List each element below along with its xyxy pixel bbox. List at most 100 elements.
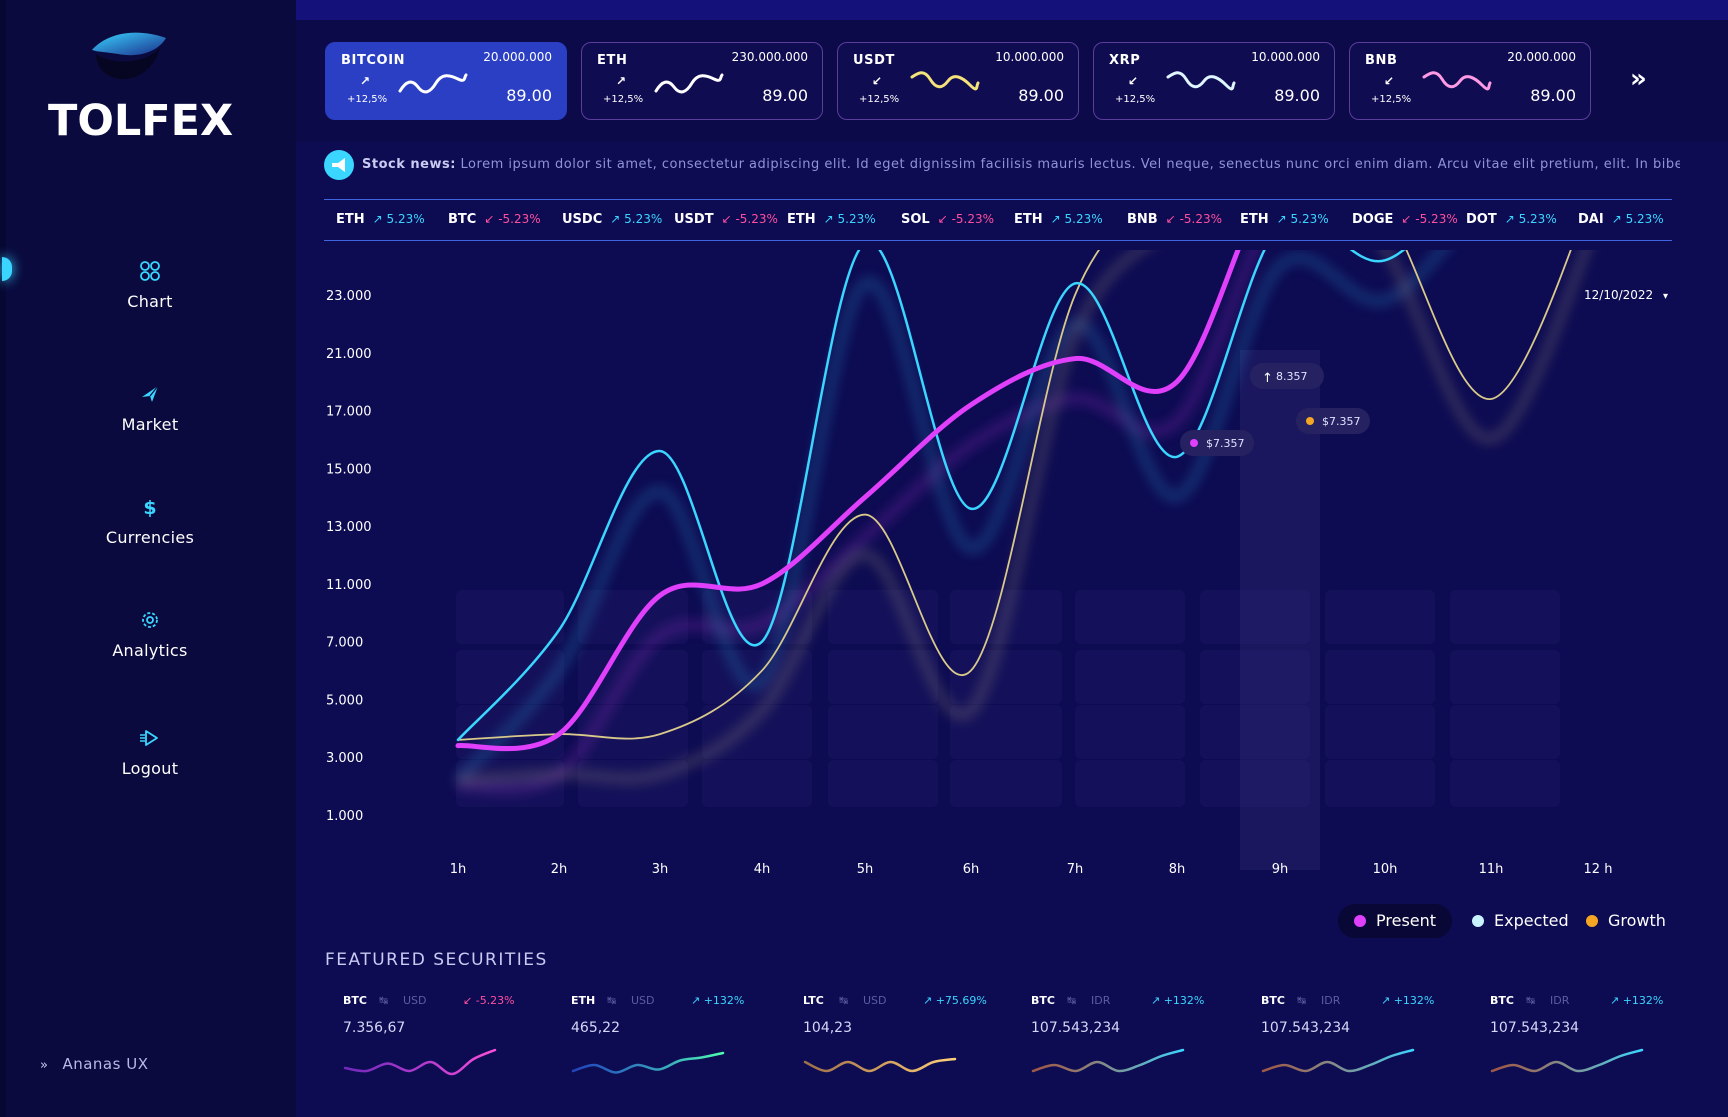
series-line-present <box>455 250 1241 752</box>
ticker-name: XRP <box>1109 53 1141 68</box>
legend-item-expected[interactable]: Expected <box>1456 904 1585 938</box>
security-change: ↗ +132% <box>691 994 744 1007</box>
security-card[interactable]: BTC ↹ IDR ↗ +132% 107.543,234 <box>1261 990 1461 1090</box>
ticker-card-bitcoin[interactable]: BITCOIN 20.000.000 ↗ +12,5% 89.00 <box>325 42 567 120</box>
x-tick-label: 4h <box>754 862 771 877</box>
svg-text:$: $ <box>143 497 156 519</box>
sidebar-item-label: Logout <box>121 759 179 778</box>
market-symbol: SOL <box>901 212 930 227</box>
security-sparkline <box>1261 1048 1415 1073</box>
market-strip-item[interactable]: SOL ↙ -5.23% <box>901 212 994 227</box>
arrow-up-icon: ↗ <box>372 212 387 226</box>
ticker-change: +12,5% <box>347 94 388 105</box>
legend-label: Present <box>1376 911 1437 930</box>
annotation-text: 8.357 <box>1276 370 1308 383</box>
ticker-card-eth[interactable]: ETH 230.000.000 ↗ +12,5% 89.00 <box>581 42 823 120</box>
y-tick-label: 7.000 <box>326 636 363 651</box>
annotation-text: $7.357 <box>1206 437 1245 450</box>
security-symbol: BTC <box>343 994 367 1007</box>
legend-item-growth[interactable]: Growth <box>1570 904 1682 938</box>
annotation-dot <box>1190 439 1198 447</box>
security-card[interactable]: BTC ↹ IDR ↗ +132% 107.543,234 <box>1031 990 1231 1090</box>
x-tick-label: 7h <box>1067 862 1084 877</box>
x-tick-label: 3h <box>652 862 669 877</box>
market-strip-item[interactable]: USDC ↗ 5.23% <box>562 212 662 227</box>
swap-icon: ↹ <box>1297 994 1307 1007</box>
arrow-up-icon: ↗ <box>691 994 704 1007</box>
market-change: -5.23% <box>1179 212 1223 226</box>
market-change: -5.23% <box>1415 212 1458 226</box>
news-ticker[interactable]: Stock news: Lorem ipsum dolor sit amet, … <box>362 157 1680 172</box>
security-quote: IDR <box>1550 994 1570 1007</box>
sidebar-item-logout[interactable]: Logout <box>60 725 240 778</box>
grid-icon <box>140 261 160 281</box>
market-strip-item[interactable]: ETH ↗ 5.23% <box>787 212 876 227</box>
date-select[interactable]: 12/10/2022 ▾ <box>1584 288 1668 302</box>
security-card[interactable]: LTC ↹ USD ↗ +75.69% 104,23 <box>803 990 1003 1090</box>
market-strip-item[interactable]: DOT ↗ 5.23% <box>1466 212 1557 227</box>
market-strip-item[interactable]: USDT ↙ -5.23% <box>674 212 778 227</box>
market-change: 5.23% <box>837 212 876 226</box>
security-quote: USD <box>631 994 655 1007</box>
ticker-volume: 20.000.000 <box>1507 50 1576 64</box>
legend-dot <box>1586 915 1598 927</box>
annotation-text: $7.357 <box>1322 415 1361 428</box>
market-strip-item[interactable]: DOGE ↙ -5.23% <box>1352 212 1458 227</box>
sidebar-item-currencies[interactable]: $ Currencies <box>60 494 240 547</box>
y-tick-label: 17.000 <box>326 405 372 420</box>
swap-icon: ↹ <box>839 994 849 1007</box>
ticker-card-bnb[interactable]: BNB 20.000.000 ↙ +12,5% 89.00 <box>1349 42 1591 120</box>
sidebar-item-analytics[interactable]: Analytics <box>60 607 240 660</box>
sidebar-edge <box>0 0 6 1117</box>
security-quote: USD <box>403 994 427 1007</box>
send-icon <box>142 385 159 402</box>
arrow-down-icon: ↙ <box>721 212 736 226</box>
market-strip-item[interactable]: ETH ↗ 5.23% <box>1240 212 1329 227</box>
top-bar <box>296 0 1728 20</box>
security-sparkline <box>571 1051 725 1074</box>
market-strip-item[interactable]: BTC ↙ -5.23% <box>448 212 541 227</box>
security-price: 107.543,234 <box>1031 1020 1121 1036</box>
next-tickers-button[interactable]: » <box>1630 64 1647 94</box>
chart-annotation: $7.357 <box>1180 430 1254 456</box>
market-change: -5.23% <box>498 212 541 226</box>
market-change: -5.23% <box>951 212 995 226</box>
security-card[interactable]: ETH ↹ USD ↗ +132% 465,22 <box>571 990 771 1090</box>
market-strip-item[interactable]: DAI ↗ 5.23% <box>1578 212 1664 227</box>
security-change: ↙ -5.23% <box>463 994 515 1007</box>
ticker-volume: 10.000.000 <box>1251 50 1320 64</box>
arrow-up-icon: ↑ <box>1262 371 1273 386</box>
legend-item-present[interactable]: Present <box>1338 904 1453 938</box>
market-symbol: USDT <box>674 212 714 227</box>
security-card[interactable]: BTC ↹ USD ↙ -5.23% 7.356,67 <box>343 990 543 1090</box>
market-strip-item[interactable]: ETH ↗ 5.23% <box>336 212 425 227</box>
market-symbol: ETH <box>1014 212 1043 227</box>
stock-news: Stock news: Lorem ipsum dolor sit amet, … <box>324 150 1684 182</box>
market-symbol: BNB <box>1127 212 1158 227</box>
sidebar-item-market[interactable]: Market <box>60 381 240 434</box>
security-price: 107.543,234 <box>1261 1020 1351 1036</box>
footer-brand[interactable]: » Ananas UX <box>40 1055 148 1073</box>
market-change: 5.23% <box>1518 212 1557 226</box>
market-strip-item[interactable]: BNB ↙ -5.23% <box>1127 212 1222 227</box>
security-price: 104,23 <box>803 1020 852 1036</box>
ticker-price: 89.00 <box>506 86 552 105</box>
ticker-card-usdt[interactable]: USDT 10.000.000 ↙ +12,5% 89.00 <box>837 42 1079 120</box>
ticker-card-xrp[interactable]: XRP 10.000.000 ↙ +12,5% 89.00 <box>1093 42 1335 120</box>
arrow-up-right-icon: ↗ <box>616 74 627 88</box>
megaphone-icon <box>324 150 354 180</box>
ticker-name: BITCOIN <box>341 53 406 68</box>
security-card[interactable]: BTC ↹ IDR ↗ +132% 107.543,234 <box>1490 990 1690 1090</box>
y-tick-label: 5.000 <box>326 693 363 708</box>
market-change: -5.23% <box>735 212 778 226</box>
security-change-value: +132% <box>1163 994 1205 1007</box>
arrow-up-icon: ↗ <box>823 212 838 226</box>
market-strip-item[interactable]: ETH ↗ 5.23% <box>1014 212 1103 227</box>
market-symbol: ETH <box>787 212 816 227</box>
ticker-name: BNB <box>1365 53 1398 68</box>
x-tick-label: 12 h <box>1584 862 1613 877</box>
sidebar-item-chart[interactable]: Chart <box>60 258 240 311</box>
security-change-value: +132% <box>1622 994 1664 1007</box>
arrow-down-icon: ↙ <box>1165 212 1180 226</box>
legend-label: Expected <box>1494 911 1569 930</box>
